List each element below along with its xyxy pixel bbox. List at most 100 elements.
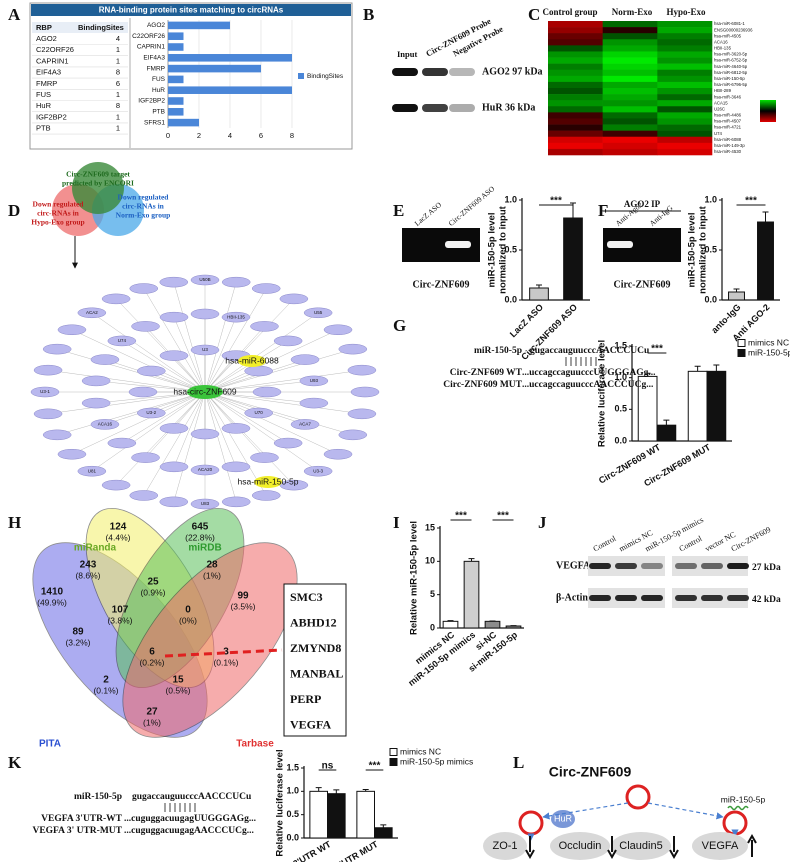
gel-caption: Circ-ZNF609 bbox=[613, 279, 670, 290]
network-node bbox=[101, 293, 131, 305]
seq-name: VEGFA 3'UTR-WT bbox=[41, 814, 123, 824]
venn-label: Hypo-Exo group bbox=[31, 218, 84, 227]
heat-cell bbox=[657, 100, 713, 107]
y-tick-label: 0.0 bbox=[504, 294, 517, 304]
region-count: 2 bbox=[103, 675, 109, 686]
panel-letter: C bbox=[528, 5, 540, 24]
row-label: U74 bbox=[714, 131, 722, 136]
heat-cell bbox=[602, 130, 658, 138]
heat-cell bbox=[602, 45, 658, 52]
network-node bbox=[323, 448, 353, 460]
heat-cell bbox=[602, 21, 658, 28]
trend-arrow bbox=[525, 836, 535, 860]
table-cell: AGO2 bbox=[36, 34, 57, 43]
network-node bbox=[190, 308, 220, 320]
row-label: hsa-miR-3620-5p bbox=[714, 52, 748, 57]
heat-cell bbox=[602, 39, 658, 46]
heat-cell bbox=[548, 81, 603, 89]
network-node bbox=[33, 408, 63, 420]
table-cell: 4 bbox=[116, 34, 120, 43]
network-node bbox=[244, 365, 273, 377]
bar bbox=[687, 370, 708, 442]
network-node bbox=[323, 324, 353, 336]
x-tick-label: 2 bbox=[197, 131, 201, 140]
row-label: HBII-289 bbox=[714, 88, 732, 93]
heat-cell bbox=[548, 118, 603, 125]
network-edge bbox=[48, 369, 206, 393]
network-edge bbox=[173, 282, 206, 393]
network-edge bbox=[173, 391, 206, 502]
seq-name: Circ-ZNF609 MUT bbox=[443, 380, 522, 390]
network-edge bbox=[71, 329, 206, 393]
network-edge bbox=[115, 298, 206, 393]
region-count: 25 bbox=[147, 577, 159, 588]
heat-cell bbox=[602, 81, 658, 89]
row-label: ACA15 bbox=[714, 100, 728, 105]
highlight-node bbox=[254, 476, 282, 488]
network-node bbox=[129, 490, 159, 501]
network-node bbox=[129, 283, 159, 294]
network-node bbox=[251, 490, 281, 501]
table-cell: 1 bbox=[116, 124, 120, 133]
mirna-label: miR-150-5p bbox=[721, 794, 766, 804]
heat-cell bbox=[602, 69, 658, 77]
bar bbox=[168, 118, 199, 127]
x-tick-label: 4 bbox=[228, 131, 232, 140]
sequence: gugaccauguucccAACCCUCu bbox=[530, 346, 650, 356]
table-title: RNA-binding protein sites matching to ci… bbox=[99, 6, 284, 15]
heat-cell bbox=[548, 63, 603, 71]
region-percent: (3.2%) bbox=[65, 637, 90, 647]
region-count: 0 bbox=[185, 605, 191, 616]
node-label: U50B bbox=[199, 277, 210, 282]
node-label: U3-2 bbox=[146, 410, 156, 415]
sequence: ...uccagccaguucccUUGGGAGg... bbox=[522, 368, 656, 378]
y-tick-label: 0.5 bbox=[286, 809, 299, 819]
blot-band bbox=[615, 595, 637, 601]
heat-cell bbox=[657, 118, 713, 125]
heat-cell bbox=[548, 27, 603, 34]
network-node bbox=[137, 365, 166, 377]
network-edge bbox=[204, 391, 289, 444]
y-axis-label: Relative luciferase level bbox=[275, 749, 286, 856]
panel-letter: B bbox=[363, 5, 374, 24]
heat-cell bbox=[548, 124, 603, 131]
row-label: hsa-miR-149-3p bbox=[714, 143, 745, 148]
heat-cell bbox=[657, 63, 713, 71]
legend-label: miR-150-5p mimics bbox=[400, 756, 473, 766]
network-node bbox=[221, 496, 251, 508]
y-tick-label: EIF4A3 bbox=[143, 55, 165, 62]
target-node bbox=[483, 832, 527, 860]
heat-cell bbox=[657, 33, 713, 40]
y-tick-label: HuR bbox=[152, 87, 165, 94]
group-label: Norm-Exo bbox=[612, 7, 653, 17]
row-label: hsa-miR-4507 bbox=[714, 119, 742, 124]
lane-label: Input bbox=[397, 49, 417, 59]
heat-cell bbox=[548, 69, 603, 77]
heat-cell bbox=[602, 112, 658, 119]
error-bar bbox=[762, 211, 769, 222]
region-count: 99 bbox=[237, 591, 249, 602]
group-label: Hypo-Exo bbox=[666, 7, 706, 17]
network-edge bbox=[204, 282, 237, 393]
region-count: 6 bbox=[149, 647, 155, 658]
y-axis-label: Relative miR-150-5p level bbox=[409, 521, 420, 635]
heat-cell bbox=[602, 148, 658, 156]
blot-band bbox=[589, 563, 611, 569]
network-node bbox=[137, 407, 166, 419]
bar bbox=[505, 625, 522, 629]
network-node bbox=[244, 407, 273, 419]
x-tick-label: 6 bbox=[259, 131, 263, 140]
heat-cell bbox=[657, 39, 713, 46]
band-label: HuR 36 kDa bbox=[482, 102, 535, 113]
table-cell: FMRP bbox=[36, 79, 57, 88]
heat-cell bbox=[657, 69, 713, 77]
row-label: hsa-miR-4530 bbox=[714, 149, 742, 154]
network-edge bbox=[96, 391, 206, 404]
region-percent: (0.1%) bbox=[93, 685, 118, 695]
bar bbox=[327, 793, 346, 839]
heat-cell bbox=[548, 75, 603, 83]
network-edge bbox=[143, 391, 206, 496]
network-edge bbox=[204, 329, 339, 393]
row-label: hsa-miR-6812-5p bbox=[714, 70, 748, 75]
bar bbox=[442, 620, 459, 629]
